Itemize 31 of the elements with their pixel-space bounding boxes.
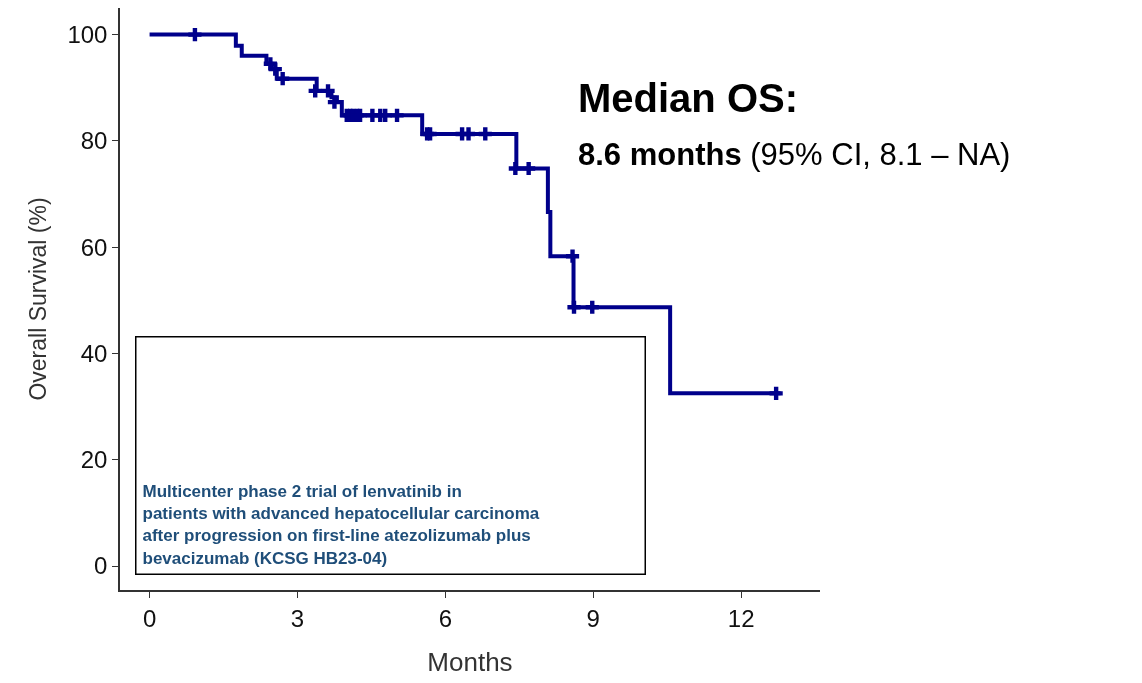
point [565, 249, 580, 263]
y-tick-label: 60 [80, 233, 108, 261]
point [276, 72, 290, 86]
x-tick-label: 9 [586, 604, 600, 632]
point [508, 161, 522, 176]
annotation: Median OS: [578, 76, 799, 120]
y-tick-label: 80 [80, 127, 108, 155]
y-tick-label: 100 [67, 20, 108, 48]
point [522, 161, 536, 176]
point [321, 84, 335, 98]
point [769, 386, 783, 400]
x-axis-title: Months [427, 646, 513, 677]
point [308, 84, 322, 98]
x-tick-label: 6 [438, 604, 453, 632]
point [188, 27, 202, 42]
point [478, 127, 492, 141]
y-axis-title: Overall Survival (%) [25, 197, 52, 401]
point [327, 95, 342, 109]
point [268, 62, 282, 76]
annotation: (95% CI, 8.1 – NA) [750, 137, 1011, 172]
point [390, 108, 404, 122]
x-tick-label: 3 [290, 604, 305, 632]
y-tick-label: 0 [94, 552, 108, 580]
x-tick-label: 0 [142, 604, 157, 632]
y-tick-label: 20 [80, 446, 108, 474]
annotation: Multicenter phase 2 trial of lenvatinib in patients with advanced hepatocellular carcinoma after progression on first-line atezolizumab plus bevacizumab (KCSG HB23-04) [142, 482, 540, 568]
point [567, 300, 581, 314]
annotation: 8.6 months [578, 137, 742, 172]
x-tick-label: 12 [727, 604, 755, 632]
point [585, 300, 599, 314]
y-tick-label: 40 [80, 339, 108, 367]
